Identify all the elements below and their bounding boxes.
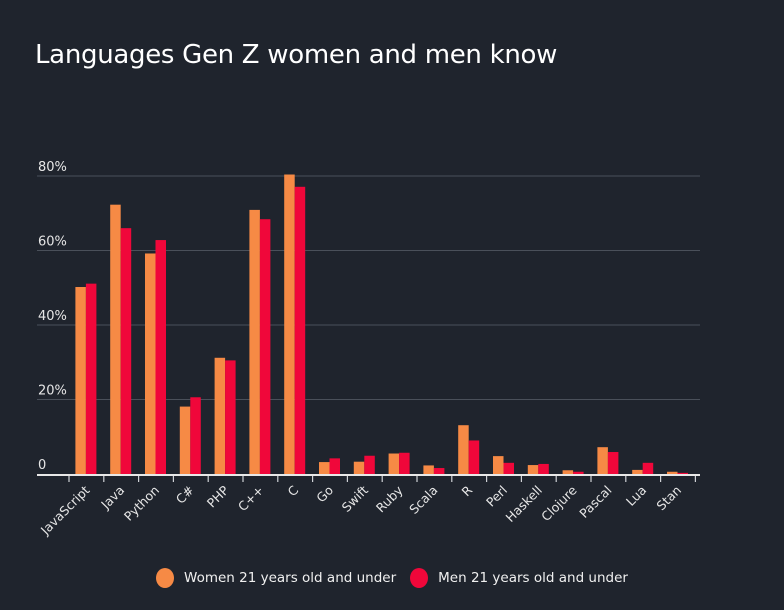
legend-swatch-women (156, 568, 175, 588)
bar-men (85, 283, 97, 474)
y-tick-label: 80% (38, 160, 67, 175)
y-tick-label: 60% (38, 235, 67, 250)
bar-men (190, 397, 201, 474)
chart-title: Languages Gen Z women and men know (35, 40, 558, 70)
bar-women (353, 461, 365, 474)
x-tick-label: Python (121, 483, 162, 524)
x-tick-label: Go (313, 483, 336, 506)
bar-men (538, 463, 549, 474)
x-tick-label: Haskell (502, 483, 544, 525)
bar-women (562, 470, 574, 474)
bar-women (632, 469, 643, 474)
bar-men (468, 440, 480, 474)
bar-women (249, 209, 260, 474)
x-tick-label: Lua (623, 483, 649, 509)
legend: Women 21 years old and under Men 21 year… (0, 568, 784, 588)
x-tick-label: JavaScript (37, 482, 93, 538)
bar-men (364, 455, 375, 474)
legend-item-men[interactable]: Men 21 years old and under (410, 568, 628, 588)
bar-men (225, 360, 236, 474)
y-tick-label: 40% (38, 309, 67, 324)
legend-swatch-men (410, 568, 429, 588)
x-tick-label: Swift (339, 482, 371, 514)
bar-women (458, 425, 469, 474)
bar-men (294, 186, 306, 475)
bar-women (75, 287, 86, 474)
bar-women (319, 462, 330, 474)
legend-label-women: Women 21 years old and under (184, 570, 397, 586)
x-tick-label: Stan (653, 483, 684, 514)
bar-men (573, 471, 584, 474)
bar-men (503, 462, 514, 474)
bar-men (607, 452, 619, 474)
x-tick-label: Clojure (538, 482, 580, 524)
legend-item-women[interactable]: Women 21 years old and under (156, 568, 396, 588)
bar-men (155, 240, 166, 474)
x-tick-label: C (285, 482, 302, 499)
x-tick-label: PHP (204, 482, 232, 510)
bar-women (110, 204, 121, 474)
bar-men (259, 219, 271, 474)
bar-men (329, 458, 340, 474)
legend-label-men: Men 21 years old and under (438, 570, 628, 586)
bar-men (433, 468, 445, 474)
bar-men (642, 462, 654, 474)
x-tick-label: Scala (406, 483, 440, 517)
bar-women (179, 406, 191, 474)
bar-men (399, 452, 410, 474)
bar-men (677, 472, 688, 474)
x-tick-label: Ruby (373, 482, 406, 515)
x-tick-label: C++ (235, 483, 267, 515)
bar-women (493, 456, 504, 474)
bar-men (120, 228, 132, 474)
x-tick-label: Perl (483, 483, 510, 510)
bar-women (388, 453, 400, 474)
bar-women (527, 465, 539, 474)
bar-women (597, 447, 608, 474)
bar-women (214, 357, 226, 474)
y-tick-label: 0 (38, 458, 46, 473)
x-tick-label: C# (173, 483, 197, 507)
x-tick-label: R (459, 482, 476, 499)
y-tick-label: 20% (38, 384, 67, 399)
bar-women (423, 465, 434, 474)
bar-women (284, 174, 295, 474)
bar-women (667, 471, 678, 474)
x-tick-label: Java (97, 483, 127, 513)
bar-women (145, 253, 156, 474)
x-tick-label: Pascal (576, 483, 614, 521)
